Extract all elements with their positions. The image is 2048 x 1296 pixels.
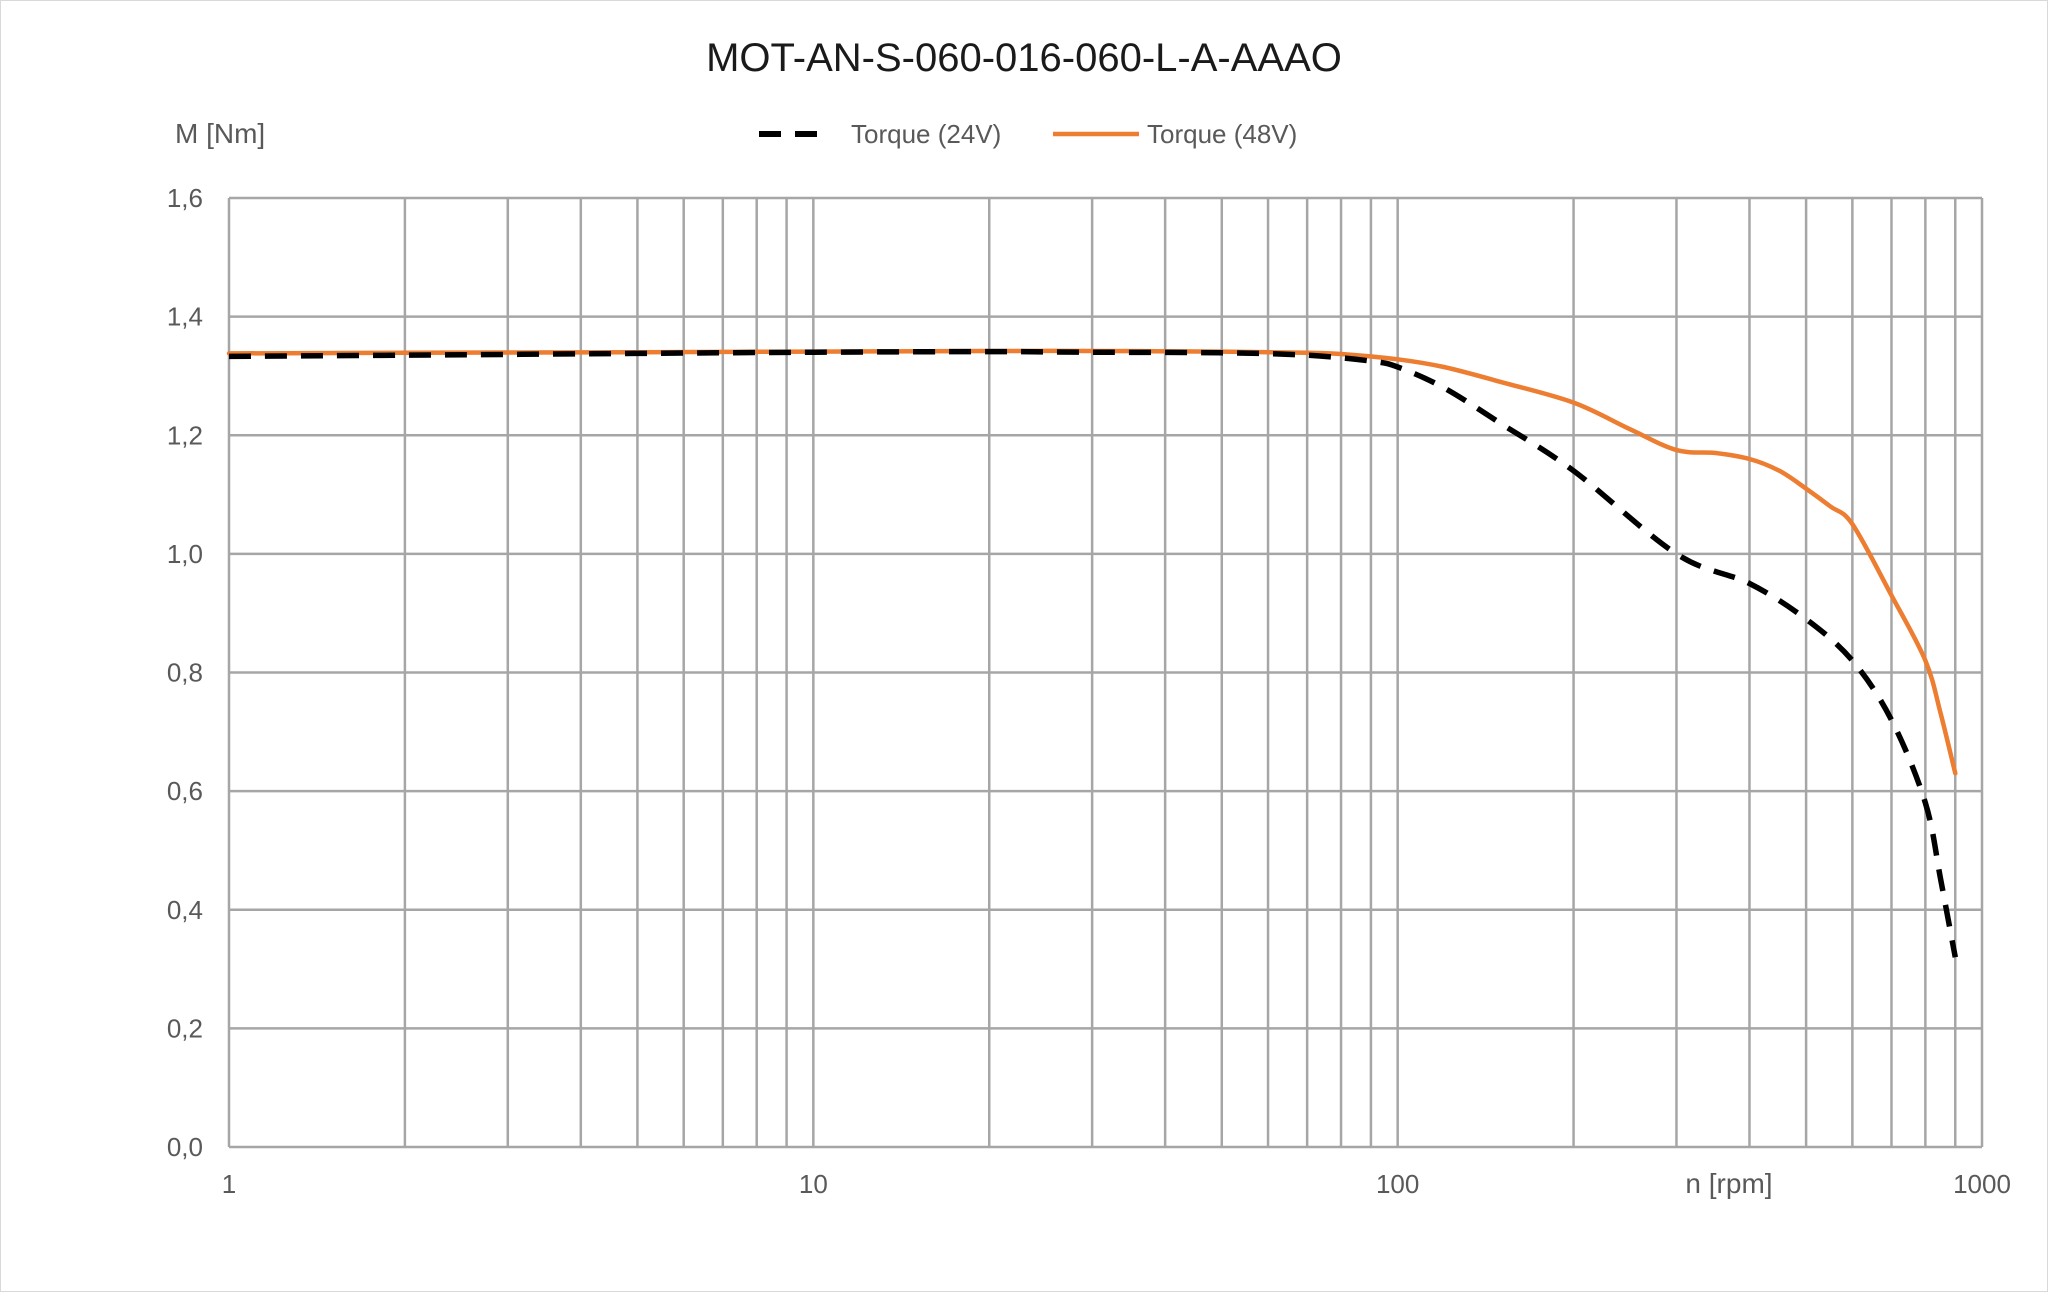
legend-label-torque-24v: Torque (24V) (851, 119, 1001, 149)
x-tick-label-3: 1000 (1953, 1169, 2011, 1199)
y-tick-label-6: 1,2 (167, 420, 203, 450)
x-tick-label-1: 10 (799, 1169, 828, 1199)
series-lines (226, 348, 1958, 958)
y-tick-label-3: 0,6 (167, 776, 203, 806)
legend-label-torque-48v: Torque (48V) (1147, 119, 1297, 149)
x-tick-label-2: 100 (1376, 1169, 1419, 1199)
y-tick-label-4: 0,8 (167, 658, 203, 688)
y-axis-title: M [Nm] (175, 118, 265, 149)
x-tick-label-0: 1 (222, 1169, 236, 1199)
y-tick-label-2: 0,4 (167, 895, 203, 925)
y-tick-label-1: 0,2 (167, 1013, 203, 1043)
y-tick-label-7: 1,4 (167, 302, 203, 332)
y-tick-label-8: 1,6 (167, 183, 203, 213)
y-tick-label-5: 1,0 (167, 539, 203, 569)
tick-labels: 0,0 0,2 0,4 0,6 0,8 1,0 1,2 1,4 1,6 1 10 100 1000 (167, 183, 2011, 1199)
grid (227, 196, 1984, 1149)
chart-title: MOT-AN-S-060-016-060-L-A-AAAO (706, 36, 1342, 80)
legend: Torque (24V) Torque (48V) (759, 119, 1297, 149)
y-tick-label-0: 0,0 (167, 1132, 203, 1162)
series-line-torque-24v (228, 348, 1958, 958)
x-axis-title: n [rpm] (1685, 1168, 1772, 1199)
